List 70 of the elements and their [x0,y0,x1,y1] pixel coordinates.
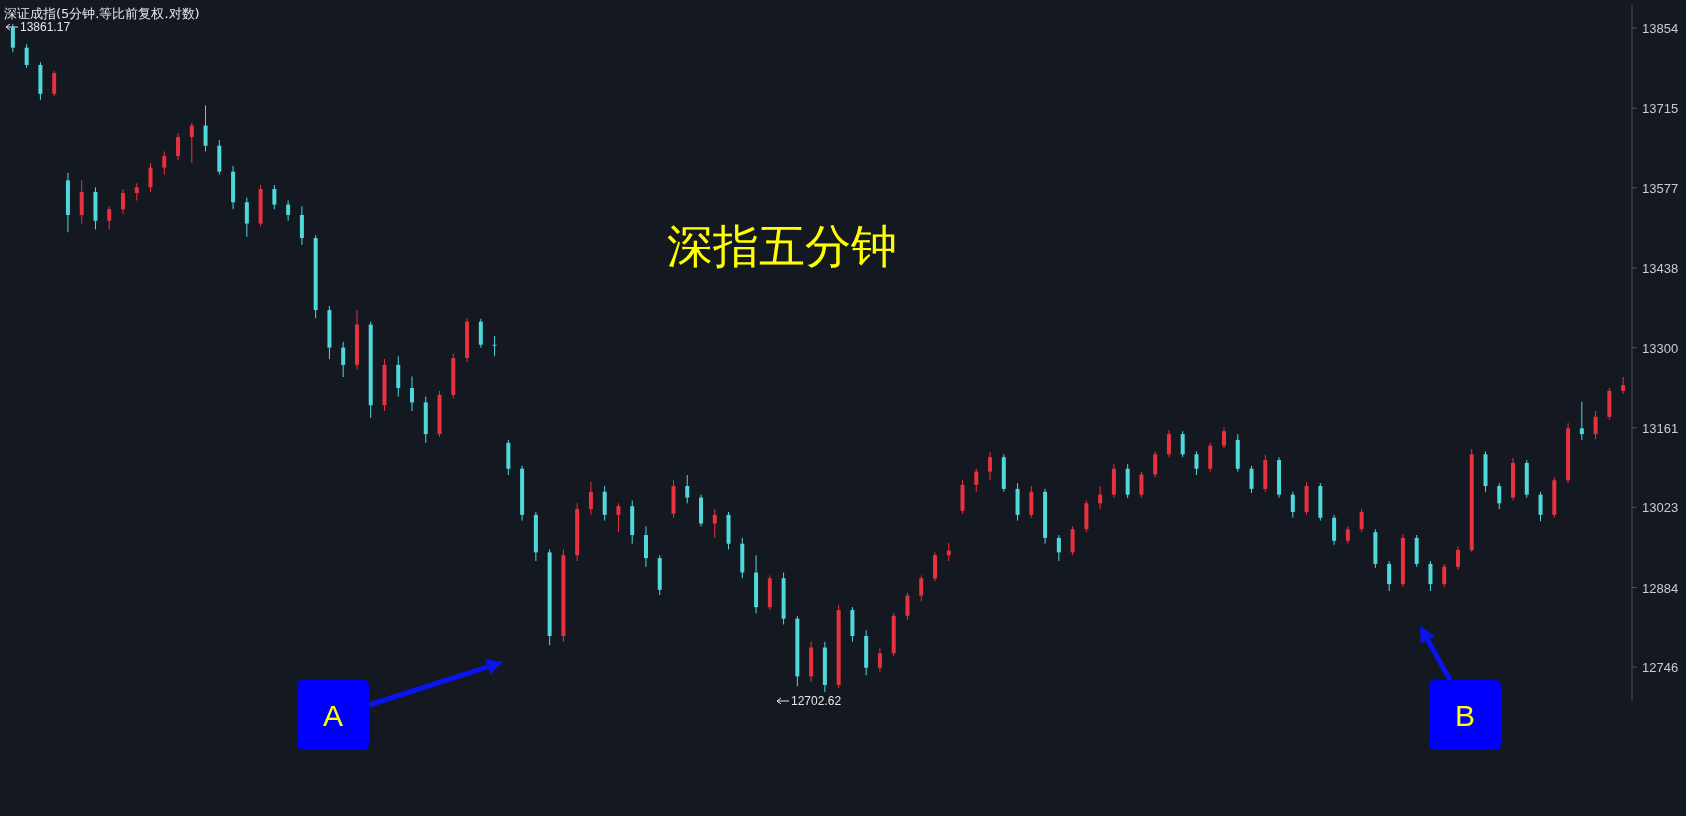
candlestick [1153,450,1158,478]
candlestick [1290,491,1295,519]
annotation: B [1454,699,1476,732]
y-tick-label: 13715 [1642,101,1679,117]
candlestick [148,162,153,193]
candlestick [1070,525,1075,556]
candlestick [877,647,882,673]
annotation: 13861.17 [20,20,71,34]
candlestick [244,197,249,238]
candlestick [685,474,690,504]
candlestick [1359,508,1364,533]
candlestick [1139,471,1144,499]
candlestick [1332,514,1337,546]
candlestick [712,508,717,539]
candlestick [974,468,979,493]
candlestick [1249,465,1254,494]
candlestick [272,184,277,210]
candlestick [1387,560,1392,592]
candlestick [107,205,112,230]
candlestick [932,551,937,582]
candlestick [905,592,910,621]
candlestick [1428,560,1433,592]
y-tick-label: 12884 [1642,580,1679,596]
y-tick-label: 13854 [1642,21,1679,37]
y-tick-label: 13438 [1642,261,1679,276]
candlestick [1180,430,1185,458]
candlestick [643,525,648,568]
candlestick [52,70,57,97]
y-tick-label: 13023 [1642,500,1679,516]
candlestick [24,43,29,69]
candlestick [299,205,304,246]
candlestick [1579,401,1584,441]
candlestick [616,502,621,533]
candlestick [1538,491,1543,522]
candlestick [396,355,401,398]
candlestick [203,104,208,152]
text: 深指五分钟 [667,219,897,273]
candlestick [1455,546,1460,571]
candlestick [988,451,993,481]
candlestick [1621,376,1626,395]
candlestick [341,341,346,378]
candlestick [1442,563,1447,588]
candlestick [162,151,167,176]
candlestick [1497,482,1502,510]
candlestick [1029,485,1034,519]
candlestick [492,335,497,357]
y-tick-label: 13577 [1642,180,1679,196]
candlestick [588,481,593,516]
candlestick [602,485,607,522]
candlestick [79,179,84,225]
candlestick [1098,485,1103,510]
y-tick-label: 12746 [1642,660,1679,676]
annotation: 12702.62 [791,694,842,708]
candlestick [1056,534,1061,562]
annotation: A [322,699,344,732]
candlestick [1593,410,1598,440]
candlestick [120,188,125,215]
candlestick [1194,450,1199,476]
candlestick [410,375,414,412]
chart-title: 深证成指(5分钟.等比前复权.对数) [4,6,200,21]
candlestick [1208,442,1213,473]
candlestick [189,122,194,164]
candlestick [1222,427,1226,450]
y-tick-label: 13161 [1642,420,1679,436]
y-tick-label: 13300 [1642,340,1679,356]
candlestick [478,318,483,349]
candlestick [286,200,291,222]
candlestick [919,574,924,602]
candlestick [176,132,181,161]
candlestick [1166,429,1171,458]
